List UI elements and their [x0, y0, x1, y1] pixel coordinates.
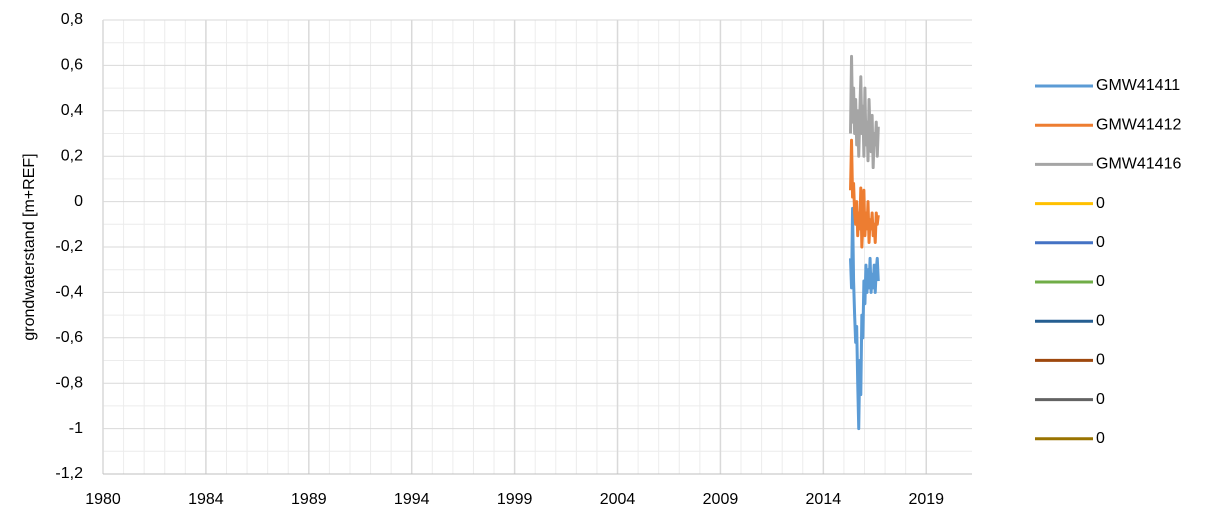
- legend-label: 0: [1096, 234, 1105, 251]
- y-axis-label: grondwaterstand [m+REF]: [21, 153, 38, 340]
- x-tick-label: 2009: [703, 491, 739, 508]
- y-tick-label: -1,2: [55, 465, 83, 482]
- y-tick-label: 0,4: [61, 102, 83, 119]
- x-tick-label: 2019: [908, 491, 944, 508]
- x-tick-label: 2014: [806, 491, 842, 508]
- y-tick-label: -1: [69, 420, 83, 437]
- legend-label: 0: [1096, 195, 1105, 212]
- x-tick-label: 2004: [600, 491, 636, 508]
- legend-label: GMW41412: [1096, 116, 1181, 133]
- y-tick-label: 0,6: [61, 57, 83, 74]
- x-tick-label: 1999: [497, 491, 533, 508]
- y-tick-label: -0,4: [55, 284, 83, 301]
- x-tick-label: 1989: [291, 491, 327, 508]
- y-tick-label: -0,6: [55, 329, 83, 346]
- x-tick-label: 1980: [85, 491, 121, 508]
- y-tick-label: -0,2: [55, 238, 83, 255]
- legend-label: 0: [1096, 391, 1105, 408]
- series-line: [849, 54, 880, 170]
- legend-label: GMW41411: [1096, 77, 1180, 94]
- y-tick-label: 0: [74, 193, 83, 210]
- y-tick-label: -0,8: [55, 374, 83, 391]
- y-tick-label: 0,2: [61, 147, 83, 164]
- x-tick-label: 1994: [394, 491, 430, 508]
- legend-label: 0: [1096, 352, 1105, 369]
- x-tick-label: 1984: [188, 491, 224, 508]
- series-line: [849, 206, 880, 431]
- legend-label: 0: [1096, 430, 1105, 447]
- legend-label: GMW41416: [1096, 156, 1181, 173]
- legend-label: 0: [1096, 312, 1105, 329]
- legend-label: 0: [1096, 273, 1105, 290]
- y-tick-label: 0,8: [61, 11, 83, 28]
- series-line: [849, 138, 880, 249]
